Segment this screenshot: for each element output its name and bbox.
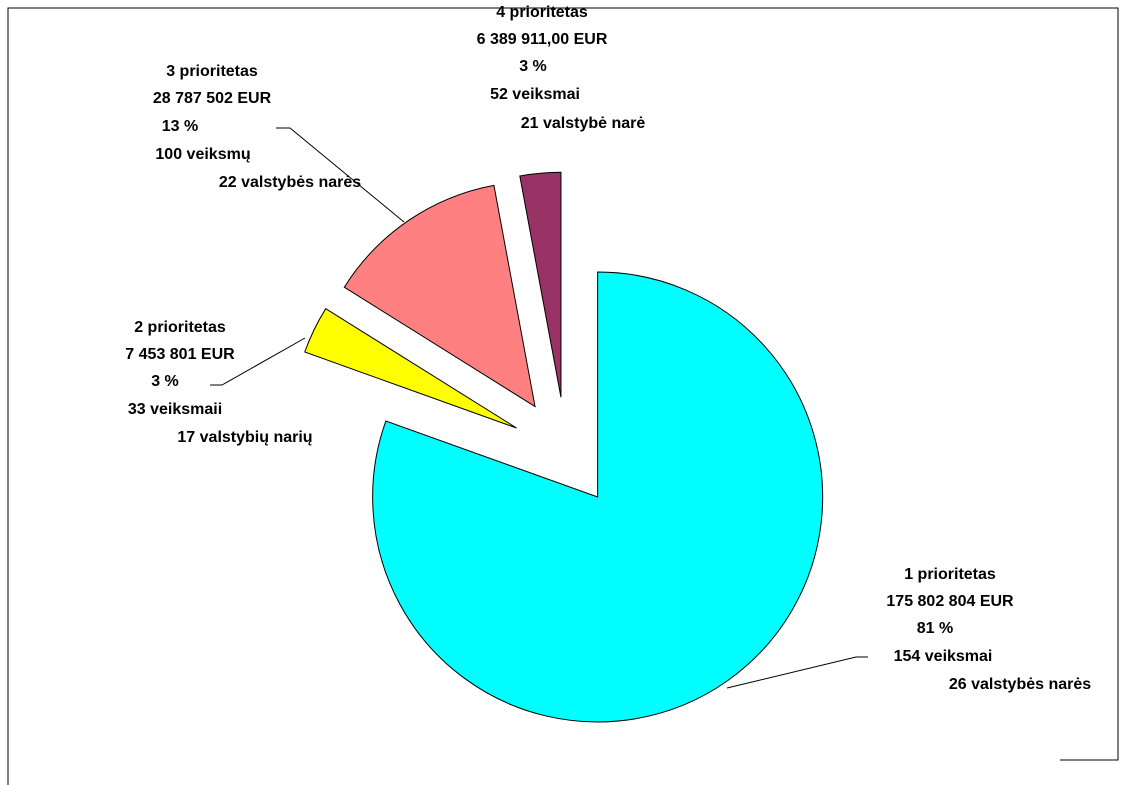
leader-line [276, 127, 405, 223]
pie [304, 171, 824, 723]
slice-label: 6 389 911,00 EUR [477, 31, 608, 48]
slice-label: 3 % [519, 58, 547, 75]
leader-line [726, 656, 868, 689]
slice-label: 13 % [162, 118, 198, 135]
slice-label: 22 valstybės narės [219, 174, 361, 191]
slice-label: 7 453 801 EUR [125, 346, 235, 363]
slice-label: 2 prioritetas [134, 319, 226, 336]
leader-line [210, 337, 306, 386]
pie-slice [372, 271, 824, 723]
slice-label: 21 valstybė narė [521, 115, 646, 132]
slice-label: 81 % [917, 620, 953, 637]
slice-label: 26 valstybės narės [949, 676, 1091, 693]
slice-label: 1 prioritetas [904, 566, 996, 583]
slice-label: 154 veiksmai [894, 648, 993, 665]
slice-label: 100 veiksmų [155, 146, 250, 163]
leader-lines [210, 127, 868, 689]
pie-slice [304, 307, 517, 429]
pie-slice [343, 184, 536, 408]
slice-label: 33 veiksmaii [128, 401, 222, 418]
chart-frame [7, 7, 1119, 785]
slice-label: 4 prioritetas [496, 4, 588, 21]
slice-label: 52 veiksmai [490, 86, 580, 103]
pie-slice [519, 171, 562, 398]
slice-label: 17 valstybių narių [177, 429, 312, 446]
slice-label: 3 prioritetas [166, 63, 258, 80]
slice-label: 28 787 502 EUR [153, 90, 272, 107]
slice-label: 3 % [151, 373, 179, 390]
slice-label: 175 802 804 EUR [886, 593, 1014, 610]
